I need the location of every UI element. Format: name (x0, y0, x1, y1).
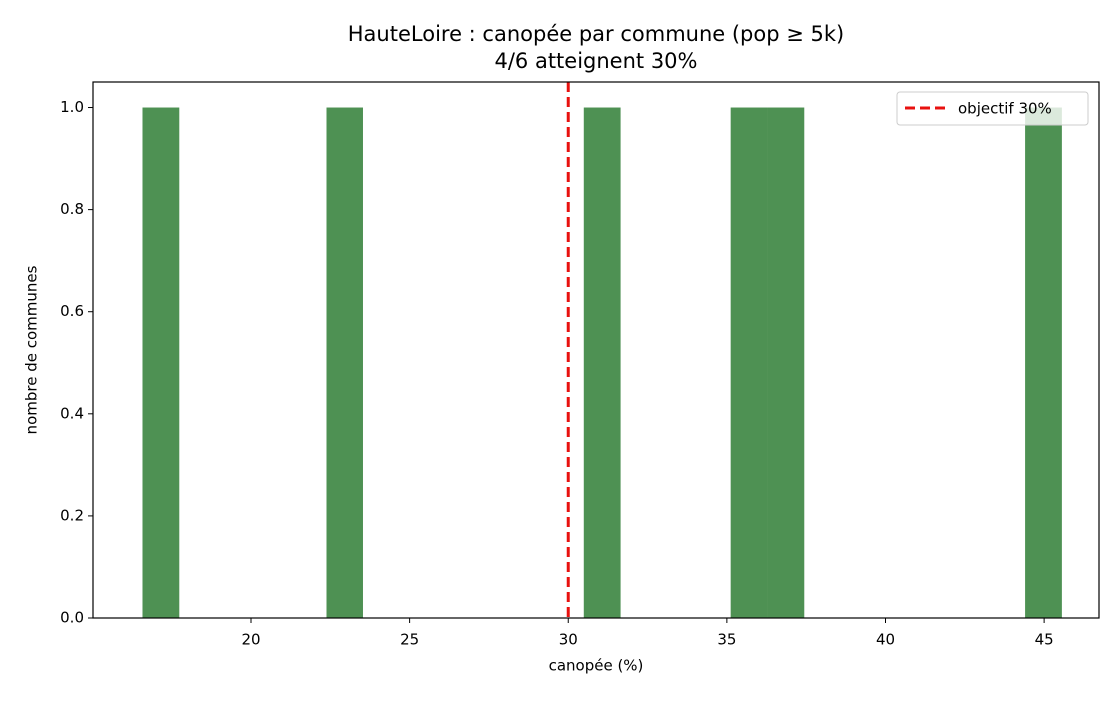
x-tick-label: 45 (1035, 631, 1054, 649)
bar (1025, 107, 1062, 619)
bar (730, 107, 768, 619)
x-tick-label: 40 (876, 631, 895, 649)
x-tick-label: 30 (559, 631, 578, 649)
legend-box (896, 91, 1089, 126)
legend-label: objectif 30% (958, 100, 1052, 118)
y-tick-label: 0.8 (60, 200, 84, 218)
chart-subtitle: 4/6 atteignent 30% (494, 49, 697, 73)
x-tick-label: 35 (717, 631, 736, 649)
y-axis-label: nombre de communes (23, 265, 41, 434)
plot-frame (92, 81, 1100, 619)
y-tick-label: 0.2 (60, 506, 84, 524)
y-tick-label: 0.0 (60, 609, 84, 627)
y-tick-label: 0.6 (60, 302, 84, 320)
x-axis-label: canopée (%) (549, 657, 644, 675)
bar (142, 107, 180, 619)
x-tick-label: 20 (241, 631, 260, 649)
bar (326, 107, 363, 619)
bar (583, 107, 621, 619)
x-tick-label: 25 (400, 631, 419, 649)
chart-title: HauteLoire : canopée par commune (pop ≥ … (348, 22, 844, 46)
y-tick-label: 0.4 (60, 404, 84, 422)
y-tick-label: 1.0 (60, 98, 84, 116)
bar (767, 107, 805, 619)
